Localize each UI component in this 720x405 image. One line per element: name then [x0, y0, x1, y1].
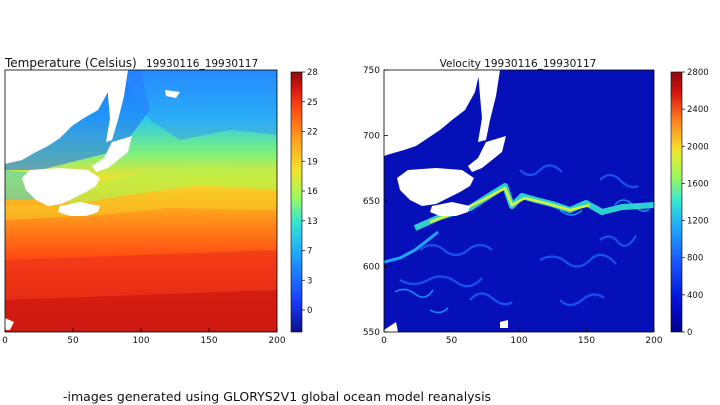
velocity-colorbar-tick-label: 1200 [687, 217, 709, 227]
temperature-date: 19930116_19930117 [146, 58, 258, 70]
temperature-x-tick-label: 0 [2, 336, 8, 346]
temperature-x-tick-label: 200 [268, 336, 285, 346]
temperature-x-tick-label: 150 [200, 336, 217, 346]
temperature-title: Temperature (Celsius) [4, 56, 137, 70]
velocity-title: Velocity 19930116_19930117 [440, 58, 597, 70]
temperature-colorbar-tick-label: 3 [307, 276, 312, 286]
temperature-x-tick-label: 50 [67, 336, 79, 346]
velocity-colorbar-tick-label: 1600 [687, 179, 709, 189]
velocity-x-tick-label: 100 [510, 336, 527, 346]
temperature-colorbar-tick-label: 7 [307, 247, 312, 257]
velocity-colorbar-tick-label: 2800 [687, 68, 709, 78]
caption: -images generated using GLORYS2V1 global… [63, 389, 492, 404]
velocity-colorbar-tick-label: 400 [687, 291, 703, 301]
velocity-colorbar-tick-label: 800 [687, 254, 703, 264]
temperature-colorbar-tick-label: 28 [307, 68, 318, 78]
temperature-map [5, 70, 277, 332]
velocity-y-ticks: 750 700 650 600 550 [363, 66, 388, 338]
temperature-x-ticks: 0 50 100 150 200 [2, 328, 286, 346]
temperature-colorbar-tick-label: 16 [307, 187, 318, 197]
velocity-y-tick-label: 600 [363, 263, 380, 273]
temperature-colorbar-tick-label: 0 [307, 306, 312, 316]
velocity-y-tick-label: 550 [363, 328, 380, 338]
velocity-x-ticks: 0 50 100 150 200 [381, 328, 663, 346]
temperature-x-tick-label: 100 [132, 336, 149, 346]
velocity-x-tick-label: 0 [381, 336, 387, 346]
velocity-colorbar-tick-label: 2400 [687, 105, 709, 115]
velocity-x-tick-label: 200 [645, 336, 662, 346]
temperature-panel: Temperature (Celsius) 19930116_19930117 [2, 56, 318, 346]
velocity-x-tick-label: 150 [578, 336, 595, 346]
velocity-panel: Velocity 19930116_19930117 [363, 58, 709, 346]
temperature-colorbar-tick-label: 22 [307, 128, 318, 138]
temperature-colorbar-tick-label: 25 [307, 98, 318, 108]
temperature-colorbar-tick-label: 19 [307, 157, 318, 167]
temperature-colorbar-tick-label: 13 [307, 217, 318, 227]
velocity-map [384, 70, 654, 332]
velocity-y-tick-label: 750 [363, 66, 380, 76]
velocity-colorbar-tick-label: 0 [687, 328, 692, 338]
temperature-colorbar-ticks: 28 25 22 19 16 13 7 3 0 [302, 68, 318, 316]
velocity-colorbar-ticks: 2800 2400 2000 1600 1200 800 400 0 [682, 68, 709, 338]
velocity-y-tick-label: 700 [363, 132, 380, 142]
velocity-colorbar-tick-label: 2000 [687, 142, 709, 152]
velocity-x-tick-label: 50 [446, 336, 458, 346]
velocity-colorbar [670, 71, 683, 333]
temperature-colorbar [290, 71, 303, 333]
velocity-y-tick-label: 650 [363, 197, 380, 207]
